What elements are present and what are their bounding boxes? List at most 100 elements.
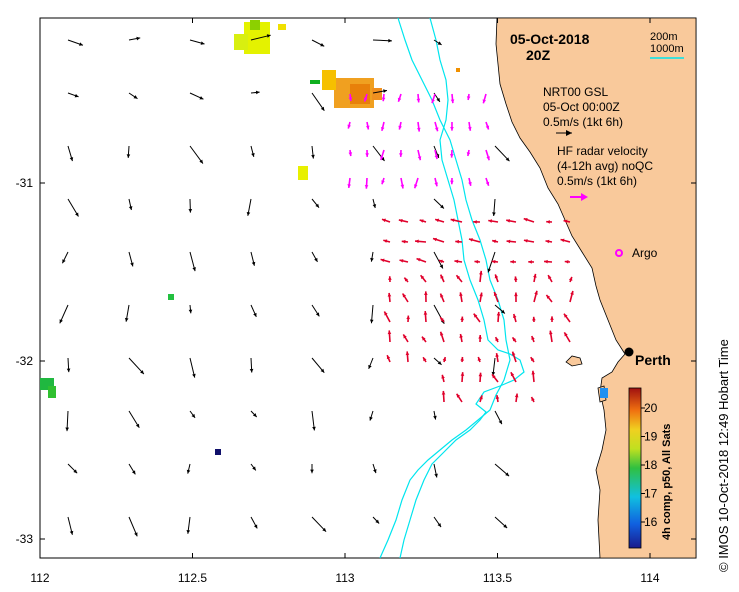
hf-arrow-north-head [450, 127, 454, 131]
model-arrow-head [253, 524, 258, 529]
hf-arrow-south-head [495, 337, 499, 342]
hf-arrow-north-head [348, 152, 353, 157]
hf-arrow-south-head [387, 330, 392, 335]
hf-arrow-south-head [459, 292, 463, 297]
argo-label: Argo [632, 246, 658, 260]
model-arrow-head [437, 41, 442, 45]
legend-model-arrowhead [566, 130, 572, 136]
hf-arrow-south-head [386, 355, 391, 360]
hf-arrow-south-head [420, 275, 425, 280]
model-arrow-head [503, 524, 508, 529]
hf-arrow-south-head [441, 374, 445, 379]
isobath-200m [379, 17, 511, 559]
model-arrow-head [491, 371, 496, 376]
hf-arrow-south-head [456, 393, 461, 398]
hf-arrow-north-head [486, 156, 490, 161]
hf-arrow-south-head [455, 239, 459, 244]
hf-arrow-south-head [531, 370, 536, 375]
model-arrow-head [199, 159, 203, 164]
hf-arrow-north-head [399, 153, 403, 157]
hf-arrow-south-head [549, 330, 553, 335]
sst-patches [40, 20, 608, 455]
hf-arrow-south-head [514, 292, 518, 297]
hf-arrow-south-head [432, 237, 437, 242]
hf-arrow-south-head [514, 393, 519, 398]
hf-arrow-south-head [563, 313, 568, 318]
hf-arrow-south-head [496, 311, 501, 316]
hf-arrow-south-head [440, 293, 444, 298]
legend-hf-scale: 0.5m/s (1kt 6h) [557, 174, 637, 188]
hf-arrow-north-head [449, 153, 454, 158]
hf-arrow-north-head [380, 156, 384, 161]
model-arrow-head [320, 368, 325, 373]
model-arrow-head [75, 212, 79, 217]
hf-arrow-south-head [399, 259, 404, 263]
model-arrow-head [501, 309, 505, 314]
model-arrow-head [439, 264, 443, 269]
y-tick-label: -33 [16, 532, 34, 546]
hf-arrow-north-head [365, 125, 370, 130]
model-arrow-head [440, 204, 444, 209]
hf-arrow-south-head [479, 395, 483, 400]
hf-radar-arrows [347, 93, 574, 403]
model-arrow-head [368, 364, 372, 369]
hf-arrow-south-head [474, 259, 479, 264]
model-arrow [128, 357, 145, 375]
credit-text: © IMOS 10-Oct-2018 12:49 Hobart Time [716, 339, 731, 572]
hf-arrow-north-head [434, 155, 439, 160]
hf-arrow-north-head [347, 124, 351, 129]
hf-arrow-south-head [424, 291, 428, 295]
model-arrow-head [246, 212, 251, 216]
hf-arrow-north-head [482, 99, 487, 104]
legend-model-scale: 0.5m/s (1kt 6h) [543, 115, 623, 129]
model-arrow-head [380, 156, 385, 161]
hf-arrow-south-head [506, 239, 511, 244]
model-arrow-head [437, 361, 442, 365]
hf-arrow-south-head [441, 390, 446, 395]
hf-arrow-north-head [348, 97, 353, 102]
model-arrow-head [266, 34, 271, 38]
hf-arrow-south-head [479, 270, 483, 275]
hf-arrow-north-head [468, 181, 472, 186]
model-arrow-head [251, 153, 255, 157]
hf-arrow-south-head [510, 372, 515, 377]
hf-arrow-south-head [506, 219, 511, 223]
hf-arrow-south-head [406, 315, 410, 320]
x-tick-label: 112.5 [178, 571, 207, 585]
hf-arrow-south-head [440, 331, 444, 336]
hf-arrow-south-head [454, 259, 459, 264]
model-arrow-head [383, 89, 387, 93]
hf-arrow-north-head [416, 98, 421, 103]
model-arrow-head [251, 261, 256, 266]
hf-arrow-north-head [414, 184, 418, 189]
model-arrow-head [252, 466, 256, 471]
model-arrow-head [487, 268, 491, 273]
model-arrow-head [249, 368, 254, 373]
hf-arrow-south-head [511, 351, 516, 356]
model-arrow-head [315, 312, 320, 317]
hf-arrow-south-head [523, 239, 528, 243]
model-arrow-head [135, 423, 140, 428]
hf-arrow-south-head [459, 334, 463, 338]
hf-arrow-north-head [363, 97, 368, 102]
model-arrow-head [69, 530, 74, 535]
model-arrow-head [131, 470, 136, 475]
legend-hf-sub: (4-12h avg) noQC [557, 159, 653, 173]
title-date: 05-Oct-2018 [510, 31, 590, 47]
hf-arrow-north-head [365, 153, 369, 157]
model-arrow-head [124, 317, 129, 322]
hf-arrow-south-head [533, 273, 537, 278]
model-arrow [311, 92, 325, 111]
y-tick-label: -32 [16, 354, 34, 368]
hf-arrow-south-head [405, 351, 410, 356]
hf-arrow-south-head [479, 292, 483, 297]
model-arrow-head [388, 38, 392, 43]
perth-marker [624, 347, 634, 357]
model-arrow-head [130, 262, 134, 267]
hf-arrow-south-head [460, 372, 465, 376]
hf-arrow-north-head [381, 180, 385, 185]
hf-arrow-south-head [546, 294, 551, 299]
argo-marker [615, 249, 623, 257]
hf-arrow-south-head [544, 259, 548, 264]
hf-arrow-south-head [528, 260, 532, 264]
